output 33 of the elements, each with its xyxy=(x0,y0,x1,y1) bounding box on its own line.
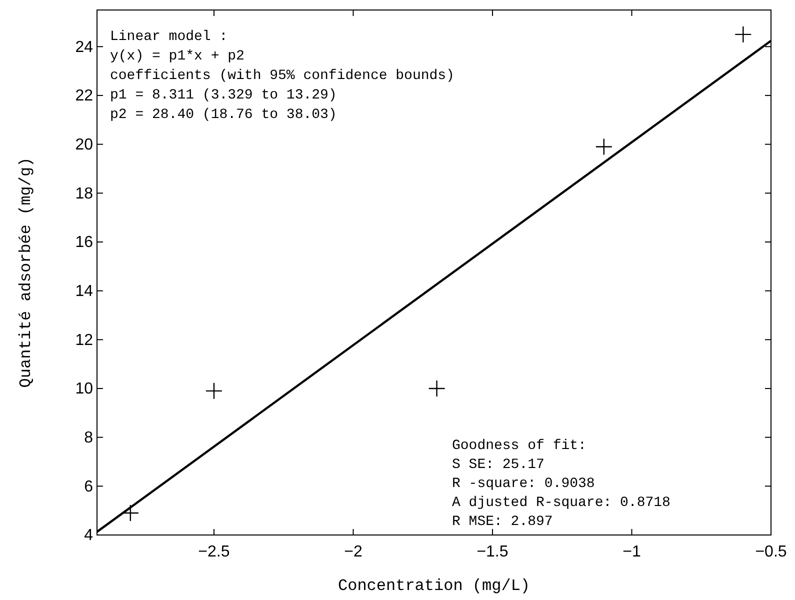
y-tick-label: 22 xyxy=(75,88,94,105)
point xyxy=(205,382,223,400)
y-tick-label: 12 xyxy=(75,332,94,349)
y-tick-label: 24 xyxy=(75,38,94,56)
y-tick-label: 14 xyxy=(75,282,94,300)
annotation: coefficients (with 95% confidence bounds) xyxy=(110,68,454,84)
x-tick-label: −2.5 xyxy=(198,543,230,560)
annotation: p2 = 28.40 (18.76 to 38.03) xyxy=(110,107,337,123)
annotation: Linear model : xyxy=(110,29,228,45)
annotation: A djusted R-square: 0.8718 xyxy=(452,495,670,511)
annotation: R MSE: 2.897 xyxy=(452,514,553,530)
y-tick-label: 18 xyxy=(75,185,94,202)
annotation: p1 = 8.311 (3.329 to 13.29) xyxy=(110,88,337,104)
annotation: y(x) = p1*x + p2 xyxy=(110,48,244,64)
x-tick-label: −0.5 xyxy=(755,543,787,560)
point xyxy=(428,380,446,398)
y-tick-label: 20 xyxy=(75,136,94,154)
y-tick-label: 6 xyxy=(84,478,94,496)
annotation: S SE: 25.17 xyxy=(452,457,544,473)
annotation: Goodness of fit: xyxy=(452,438,586,454)
point xyxy=(122,504,140,522)
point xyxy=(734,26,752,44)
y-tick-label: 10 xyxy=(75,380,94,398)
x-tick-label: −1.5 xyxy=(476,543,508,560)
y-axis-title: Quantité adsorbée (mg/g) xyxy=(17,157,35,388)
y-tick-label: 16 xyxy=(75,234,94,252)
x-tick-label: −2 xyxy=(344,543,362,560)
x-axis-title: Concentration (mg/L) xyxy=(338,577,530,595)
y-tick-label: 8 xyxy=(84,429,94,446)
x-tick-label: −1 xyxy=(622,543,641,560)
y-tick-label: 4 xyxy=(84,527,94,544)
annotation: R -square: 0.9038 xyxy=(452,476,595,492)
point xyxy=(595,138,612,156)
